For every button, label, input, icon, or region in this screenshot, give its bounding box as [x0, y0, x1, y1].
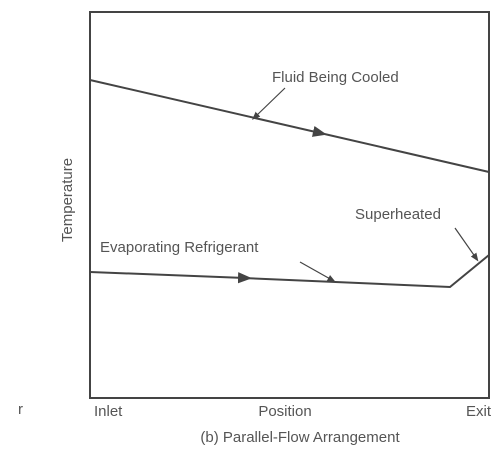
- leader-line: [454, 227, 479, 262]
- x-label: Exit: [466, 403, 492, 420]
- refrigerant-line: [89, 271, 252, 284]
- plot-frame: [89, 11, 490, 399]
- x-label: Position: [258, 403, 311, 420]
- fluid-line: [89, 79, 327, 137]
- caption: (b) Parallel-Flow Arrangement: [200, 429, 400, 446]
- curve-label: Superheated: [355, 206, 441, 223]
- fluid-line: [317, 131, 490, 173]
- leader-line: [299, 261, 336, 283]
- refrigerant-line: [242, 254, 490, 289]
- leader-line: [251, 87, 286, 120]
- y-axis-label: Temperature: [59, 158, 76, 242]
- curve-label: Evaporating Refrigerant: [100, 239, 259, 256]
- curve-label: Fluid Being Cooled: [272, 69, 399, 86]
- x-label: Inlet: [94, 403, 123, 420]
- stray-mark: r: [18, 401, 23, 418]
